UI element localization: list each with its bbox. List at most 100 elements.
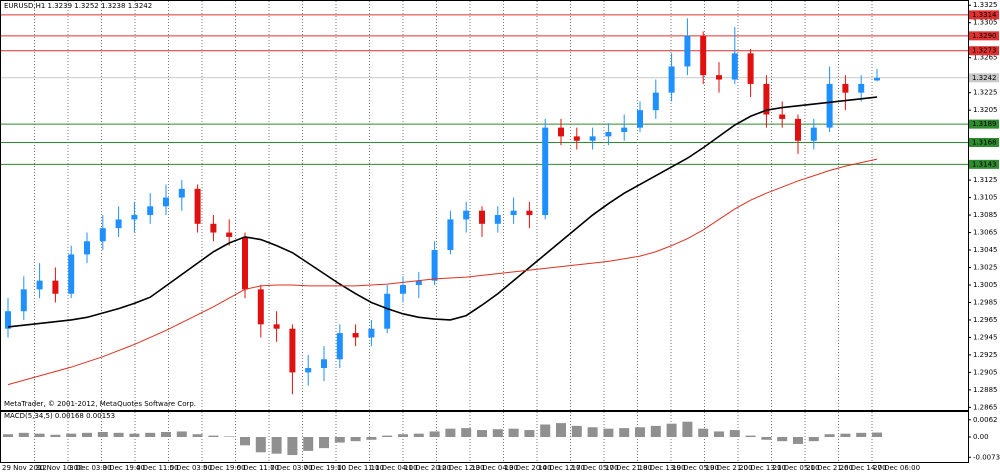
y-tick-label: 1.3045 xyxy=(973,246,998,254)
indicator-bar xyxy=(840,433,851,437)
level-label: 1.3314 xyxy=(972,11,997,19)
candle-body xyxy=(368,328,375,338)
candle-body xyxy=(874,77,880,81)
candle-body xyxy=(842,83,849,93)
indicator-bar xyxy=(429,431,440,437)
y-tick-label: 1.2965 xyxy=(973,316,998,324)
indicator-bar xyxy=(303,437,314,451)
candle-body xyxy=(147,206,154,216)
candle-body xyxy=(5,311,11,329)
y-tick-label: 1.2925 xyxy=(973,351,998,359)
y-tick-label: 1.3305 xyxy=(973,19,998,27)
candle-body xyxy=(194,188,201,224)
candle-body xyxy=(242,236,248,290)
indicator-bar xyxy=(761,437,772,440)
indicator-bar xyxy=(461,428,472,437)
indicator-bar xyxy=(698,428,709,437)
indicator-bar xyxy=(745,435,756,437)
candle-body xyxy=(336,333,343,360)
candle-body xyxy=(637,110,643,128)
candle-body xyxy=(573,136,580,141)
y-tick-label: 1.3225 xyxy=(973,89,998,97)
y-tick-label: 1.3265 xyxy=(973,54,998,62)
candle-body xyxy=(99,228,106,242)
candle-body xyxy=(684,35,691,67)
candle-body xyxy=(178,188,185,198)
indicator-bar xyxy=(398,434,408,437)
y-tick-label: 1.3325 xyxy=(973,1,998,9)
candle-body xyxy=(621,127,628,133)
indicator-bar xyxy=(492,429,503,437)
indicator-bar xyxy=(3,434,13,437)
candle-body xyxy=(20,289,27,312)
indicator-bar xyxy=(635,427,645,437)
indicator-bar xyxy=(176,431,187,437)
indicator-y-tick-label: 0.0062 xyxy=(973,416,998,424)
indicator-bar xyxy=(477,430,487,437)
x-tick-label: 17 Dec 05:00 xyxy=(572,464,619,472)
indicator-bar xyxy=(334,437,345,443)
x-tick-label: 3 Dec 19:00 xyxy=(103,464,146,472)
indicator-bar xyxy=(714,431,724,437)
indicator-bar xyxy=(366,437,377,440)
indicator-bar xyxy=(619,428,630,437)
x-tick-label: 14 Dec 12:00 xyxy=(538,464,585,472)
x-tick-label: 7 Dec 19:00 xyxy=(304,464,347,472)
indicator-bar xyxy=(587,427,598,437)
x-tick-label: 18 Dec 13:00 xyxy=(639,464,686,472)
candle-body xyxy=(542,127,549,216)
indicator-bar xyxy=(34,433,45,437)
level-label: 1.3168 xyxy=(972,138,997,146)
x-tick-label: 4 Dec 11:00 xyxy=(136,464,179,472)
indicator-bar xyxy=(145,432,156,437)
candle-body xyxy=(810,127,817,141)
candle-body xyxy=(716,75,722,80)
x-tick-label: 3 Dec 03:00 xyxy=(69,464,112,472)
candle-body xyxy=(273,324,280,329)
indicator-bar xyxy=(113,432,124,437)
candle-body xyxy=(668,66,675,93)
indicator-bar xyxy=(255,437,266,453)
candle-body xyxy=(115,219,122,229)
indicator-bar xyxy=(808,437,819,442)
indicator-bar xyxy=(540,424,551,437)
candle-body xyxy=(763,83,770,115)
x-tick-label: 21 Dec 21:00 xyxy=(806,464,853,472)
x-tick-label: 11 Dec 04:00 xyxy=(371,464,418,472)
candle-body xyxy=(36,280,43,290)
x-tick-label: 19 Dec 05:00 xyxy=(672,464,719,472)
indicator-bar xyxy=(777,437,788,442)
x-tick-label: 13 Dec 04:00 xyxy=(471,464,518,472)
candle-body xyxy=(558,127,564,137)
moving-average xyxy=(7,96,878,328)
indicator-bar xyxy=(319,437,329,449)
x-tick-label: 17 Dec 21:00 xyxy=(605,464,652,472)
level-label-box xyxy=(969,10,999,20)
candle-body xyxy=(68,254,75,294)
indicator-bar xyxy=(508,428,519,437)
level-label: 1.3290 xyxy=(972,32,997,40)
candle-body xyxy=(289,328,296,373)
y-tick-label: 1.2885 xyxy=(973,386,998,394)
indicator-bar xyxy=(192,434,203,437)
y-tick-label: 1.2865 xyxy=(973,403,998,411)
x-tick-label: 20 Dec 13:00 xyxy=(739,464,786,472)
x-tick-label: 7 Dec 03:00 xyxy=(270,464,313,472)
footer: MetaTrader, © 2001-2012, MetaQuotes Soft… xyxy=(4,400,196,408)
candle-body xyxy=(384,293,391,329)
candle-body xyxy=(210,223,217,233)
y-tick-label: 1.3005 xyxy=(973,281,998,289)
indicator-bar xyxy=(129,433,140,437)
indicator-bar xyxy=(161,432,171,437)
x-tick-label: 6 Dec 11:00 xyxy=(237,464,280,472)
indicator-bar xyxy=(97,432,108,437)
indicator-bar xyxy=(556,423,566,437)
candle-body xyxy=(257,289,264,325)
y-tick-label: 1.3065 xyxy=(973,229,998,237)
main-panel xyxy=(0,0,969,411)
indicator-bar xyxy=(666,423,677,437)
indicator-bar xyxy=(793,437,803,444)
candle-body xyxy=(415,280,422,285)
